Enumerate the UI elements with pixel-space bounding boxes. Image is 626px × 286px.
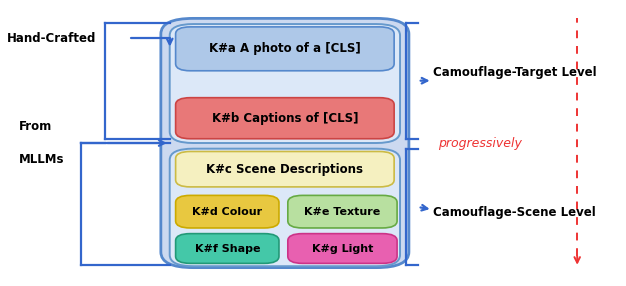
FancyBboxPatch shape (176, 152, 394, 187)
Text: Camouflage-Scene Level: Camouflage-Scene Level (433, 206, 595, 219)
FancyBboxPatch shape (161, 18, 409, 268)
Text: K#f Shape: K#f Shape (195, 243, 260, 253)
FancyBboxPatch shape (288, 195, 397, 228)
Text: MLLMs: MLLMs (19, 154, 64, 166)
FancyBboxPatch shape (176, 98, 394, 139)
FancyBboxPatch shape (176, 234, 279, 263)
Text: K#b Captions of [CLS]: K#b Captions of [CLS] (212, 112, 358, 125)
Text: progressively: progressively (438, 136, 522, 150)
Text: Hand-Crafted: Hand-Crafted (8, 32, 96, 45)
Text: K#g Light: K#g Light (312, 243, 373, 253)
FancyBboxPatch shape (170, 149, 400, 266)
Text: K#e Texture: K#e Texture (304, 207, 381, 217)
Text: From: From (19, 120, 53, 132)
FancyBboxPatch shape (288, 234, 397, 263)
Text: K#a A photo of a [CLS]: K#a A photo of a [CLS] (209, 42, 361, 55)
Text: Camouflage-Target Level: Camouflage-Target Level (433, 66, 596, 79)
FancyBboxPatch shape (176, 27, 394, 71)
Text: K#d Colour: K#d Colour (192, 207, 262, 217)
FancyBboxPatch shape (176, 195, 279, 228)
FancyBboxPatch shape (170, 24, 400, 143)
Text: K#c Scene Descriptions: K#c Scene Descriptions (207, 163, 363, 176)
